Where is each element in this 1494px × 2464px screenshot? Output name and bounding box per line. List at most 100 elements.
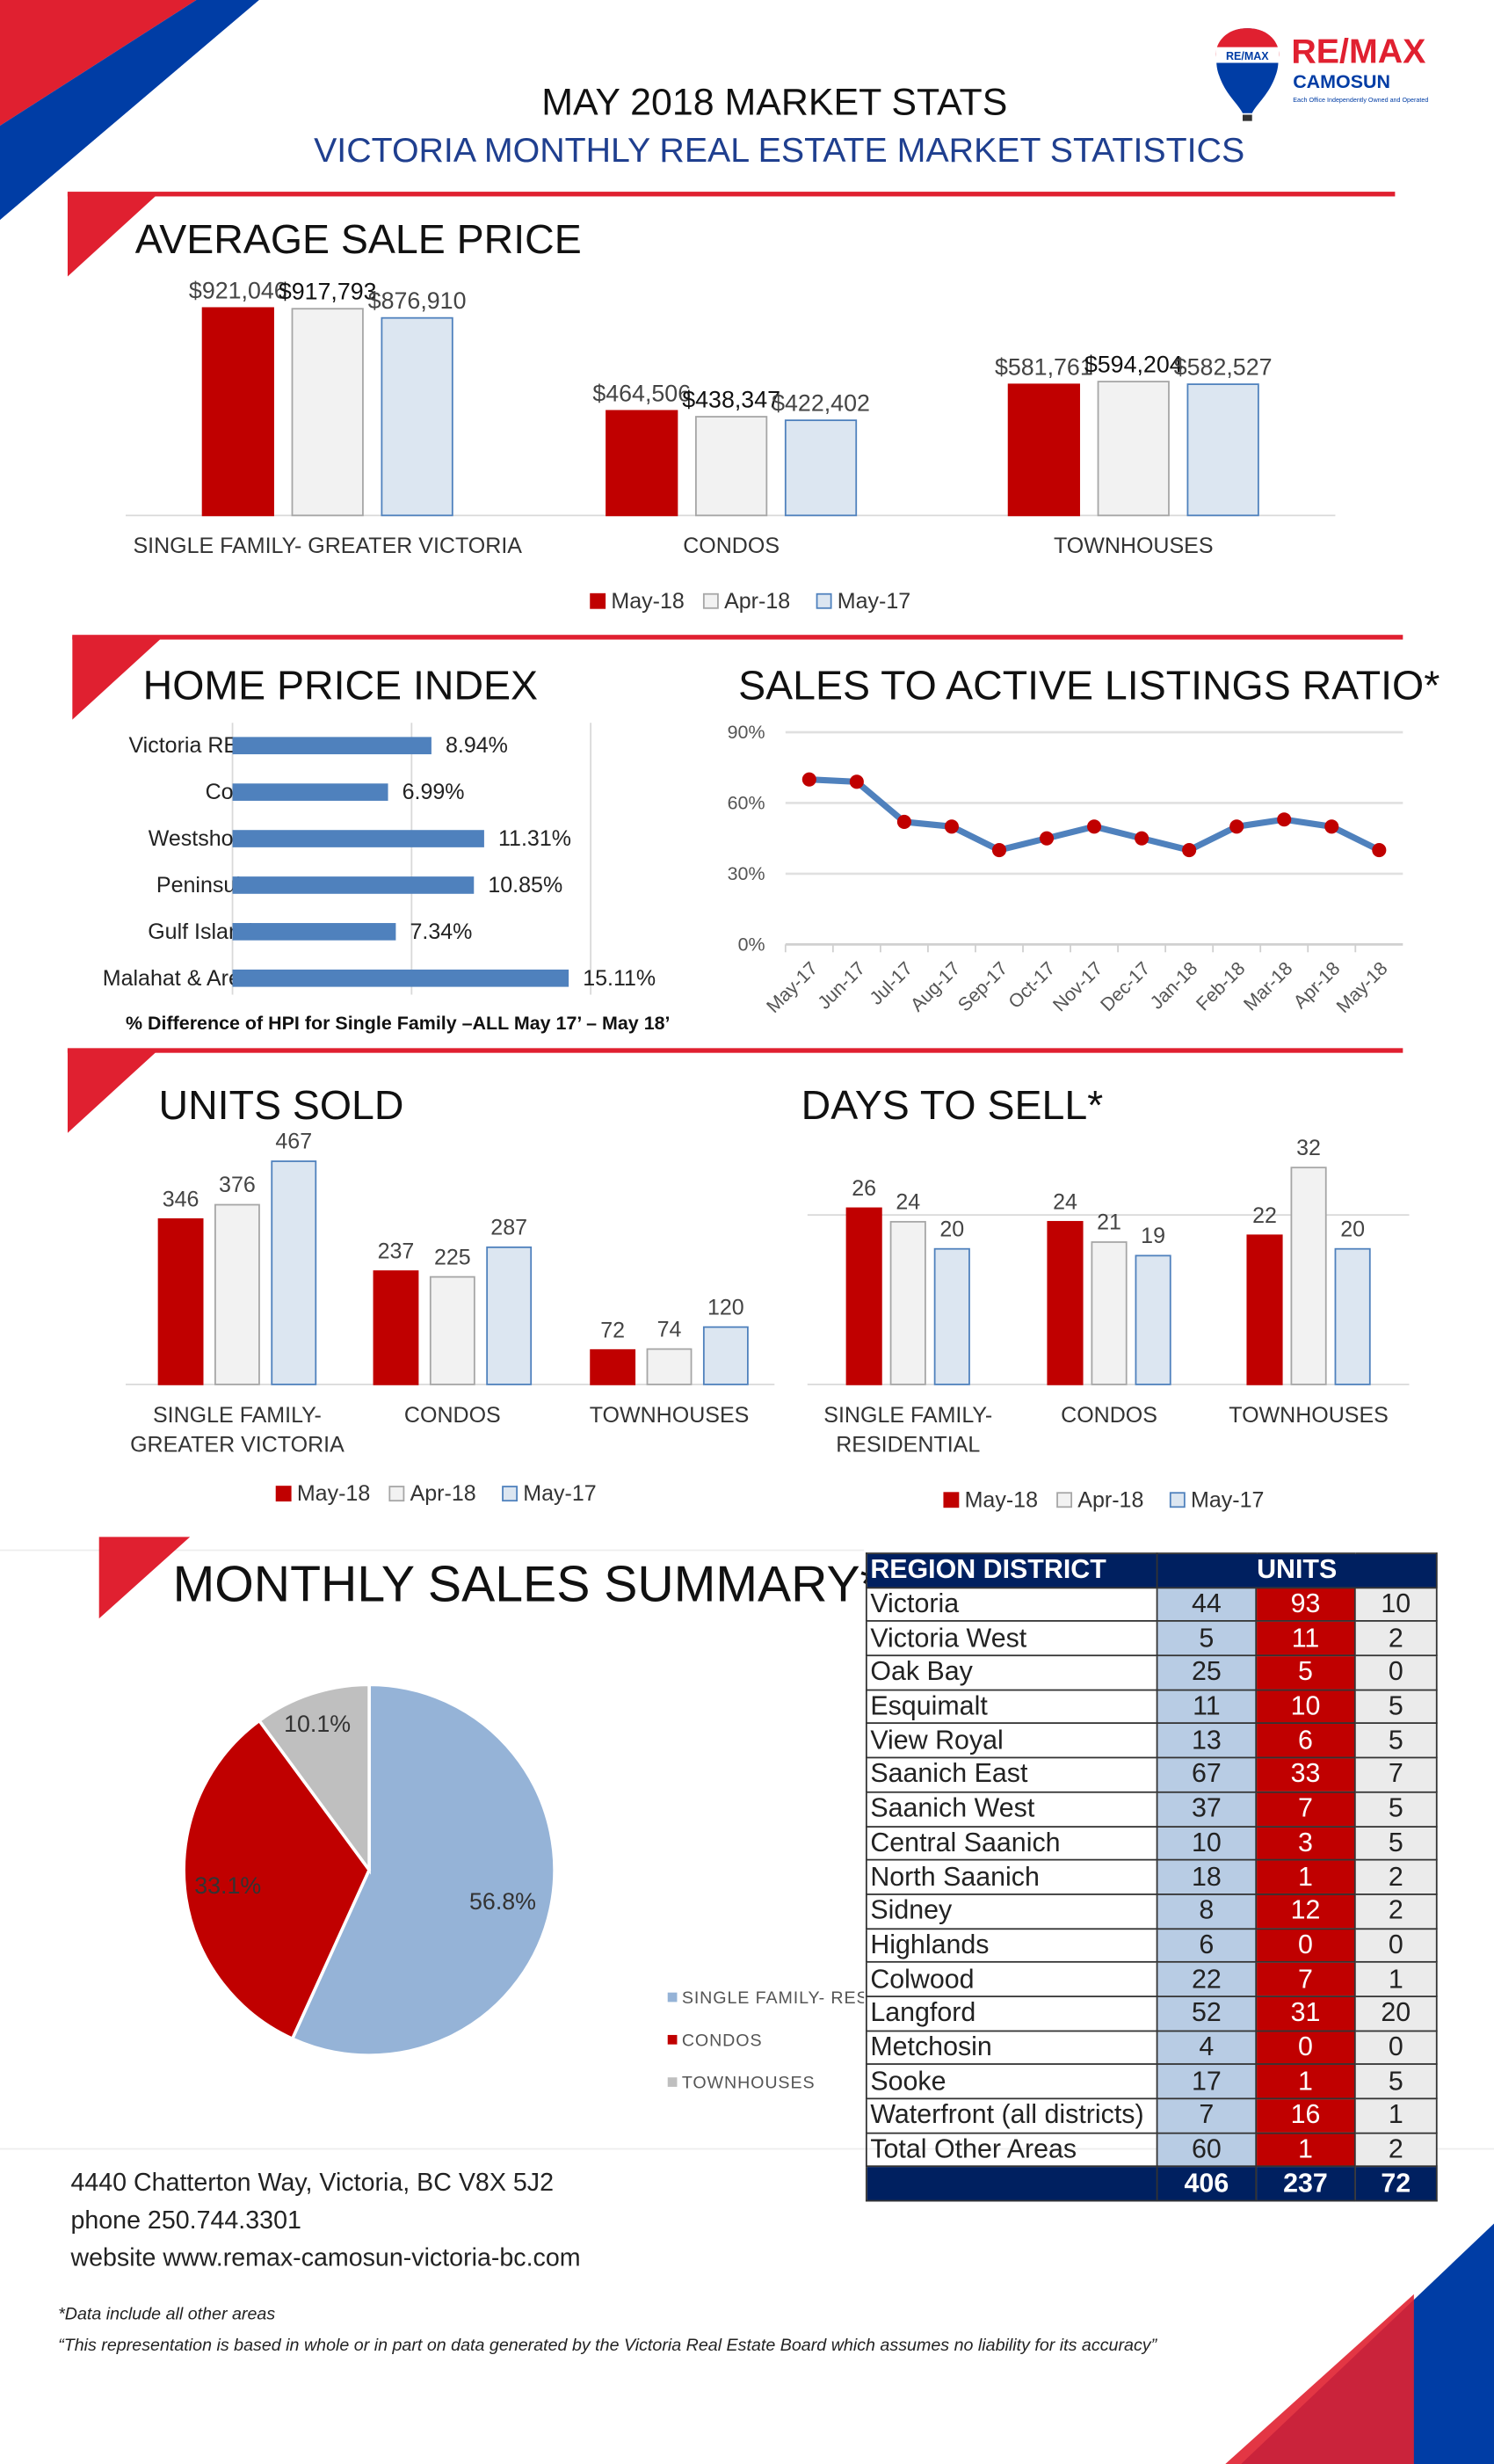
- units-cell: 1: [1255, 1859, 1356, 1895]
- bar-May-18: [1246, 1234, 1283, 1385]
- legend-swatch: [667, 1992, 678, 2002]
- units-cell: 5: [1255, 1654, 1356, 1690]
- legend-swatch: [590, 592, 606, 609]
- data-label: 237: [378, 1239, 415, 1264]
- x-tick-label: Sep-17: [954, 958, 1012, 1016]
- table-row: Waterfront (all districts) 7 16 1: [865, 2097, 1438, 2133]
- units-cell: 0: [1353, 1927, 1438, 1964]
- region-cell: Victoria West: [865, 1620, 1158, 1657]
- region-cell: View Royal: [865, 1723, 1158, 1759]
- category-label: TOWNHOUSES: [1054, 534, 1214, 558]
- data-point: [896, 814, 911, 829]
- data-point: [944, 819, 959, 834]
- legend-label: May-18: [611, 589, 684, 614]
- category-label: GREATER VICTORIA: [130, 1433, 344, 1457]
- bar-Apr-18: [646, 1348, 693, 1385]
- data-label: 26: [852, 1176, 876, 1201]
- legend-label: May-18: [297, 1481, 370, 1506]
- units-cell: 10: [1353, 1586, 1438, 1623]
- category-label: SINGLE FAMILY- GREATER VICTORIA: [133, 534, 522, 558]
- units-cell: 18: [1156, 1859, 1258, 1895]
- units-cell: 67: [1156, 1756, 1258, 1793]
- website-link[interactable]: website www.remax-camosun-victoria-bc.co…: [70, 2245, 581, 2272]
- units-cell: 33: [1255, 1756, 1356, 1793]
- legend-swatch: [502, 1486, 519, 1502]
- units-sold-title: UNITS SOLD: [158, 1080, 404, 1129]
- category-label: Malahat & Area: [103, 966, 253, 991]
- total-townhouses: 72: [1353, 2165, 1438, 2202]
- x-tick-label: Dec-17: [1097, 958, 1155, 1016]
- legend-swatch: [1169, 1492, 1186, 1508]
- bar-Peninsula: [232, 876, 475, 894]
- units-sold-chart: 346 376 467 SINGLE FAMILY- GREATER VICTORIA 2…: [126, 1130, 775, 1506]
- units-cell: 7: [1156, 2097, 1258, 2133]
- bar-May-17: [1334, 1247, 1371, 1385]
- data-label: 74: [657, 1317, 682, 1341]
- legend-swatch: [943, 1492, 960, 1508]
- sales-pie-chart: 56.8% SINGLE FAMILY- RES 33.1% CONDOS 10.1% T…: [182, 1683, 864, 2093]
- region-cell: Victoria: [865, 1586, 1158, 1623]
- table-row: Sooke 17 1 5: [865, 2063, 1438, 2100]
- data-label: $917,793: [279, 278, 377, 304]
- bar-Apr-18: [695, 416, 768, 517]
- units-cell: 0: [1255, 1927, 1356, 1964]
- avg-price-chart: $921,046$917,793$876,910 SINGLE FAMILY- G…: [126, 278, 1336, 614]
- x-tick-label: Jun-17: [814, 958, 869, 1014]
- region-cell: Langford: [865, 1995, 1158, 2032]
- units-cell: 1: [1353, 2097, 1438, 2133]
- category-label: TOWNHOUSES: [590, 1403, 750, 1428]
- units-cell: 7: [1255, 1791, 1356, 1828]
- legend-label: May-17: [838, 589, 910, 614]
- footnote-data: *Data include all other areas: [58, 2305, 276, 2324]
- data-label: 32: [1296, 1136, 1321, 1160]
- table-row: Colwood 22 7 1: [865, 1961, 1438, 1997]
- red-triangle-decoration: [98, 1537, 191, 1619]
- legend-label: CONDOS: [682, 2031, 763, 2050]
- units-cell: 0: [1255, 2029, 1356, 2066]
- bar-May-17: [784, 419, 858, 517]
- units-cell: 13: [1156, 1723, 1258, 1759]
- data-label: $582,527: [1174, 353, 1273, 380]
- pie-slice-SINGLE FAMILY- RES: [290, 1683, 556, 2057]
- data-point: [1372, 843, 1387, 858]
- region-cell: Metchosin: [865, 2029, 1158, 2066]
- svg-text:RE/MAX: RE/MAX: [1226, 50, 1269, 62]
- units-cell: 37: [1156, 1791, 1258, 1828]
- divider: [0, 1549, 865, 1552]
- data-label: $464,506: [592, 381, 691, 407]
- region-header: REGION DISTRICT: [865, 1552, 1158, 1588]
- x-tick-label: Jan-18: [1146, 958, 1201, 1014]
- bar-May-17: [486, 1246, 533, 1385]
- data-point: [1135, 831, 1150, 846]
- bar-Westshore: [232, 830, 484, 847]
- y-tick-label: 30%: [728, 863, 765, 884]
- units-cell: 5: [1353, 1689, 1438, 1725]
- region-cell: Highlands: [865, 1927, 1158, 1964]
- bar-May-18: [590, 1348, 636, 1385]
- units-cell: 1: [1353, 1961, 1438, 1997]
- bar-May-18: [157, 1217, 204, 1385]
- data-label: 120: [707, 1295, 744, 1319]
- x-tick-label: Mar-18: [1239, 958, 1296, 1015]
- data-label: 22: [1252, 1203, 1277, 1228]
- data-label: $876,910: [368, 287, 467, 314]
- ratio-chart: 0%30%60%90%May-17Jun-17Jul-17Aug-17Sep-1…: [728, 722, 1403, 1017]
- data-point: [1087, 819, 1102, 834]
- legend-label: Apr-18: [410, 1481, 476, 1506]
- region-cell: Colwood: [865, 1961, 1158, 1997]
- units-cell: 0: [1353, 1654, 1438, 1690]
- bar-May-18: [201, 307, 274, 517]
- data-label: 376: [219, 1173, 256, 1197]
- data-point: [849, 774, 864, 789]
- category-label: CONDOS: [683, 534, 780, 558]
- legend-label: May-18: [965, 1487, 1038, 1512]
- units-cell: 10: [1255, 1689, 1356, 1725]
- summary-title: MONTHLY SALES SUMMARY*: [172, 1555, 880, 1613]
- data-label: $581,761: [995, 354, 1093, 381]
- bar-Apr-18: [214, 1203, 260, 1385]
- category-label: TOWNHOUSES: [1229, 1403, 1389, 1428]
- remax-logo: RE/MAX RE/MAX CAMOSUN Each Office Indepe…: [1209, 25, 1461, 129]
- region-cell: Central Saanich: [865, 1825, 1158, 1861]
- data-point: [801, 772, 816, 787]
- units-cell: 12: [1255, 1893, 1356, 1930]
